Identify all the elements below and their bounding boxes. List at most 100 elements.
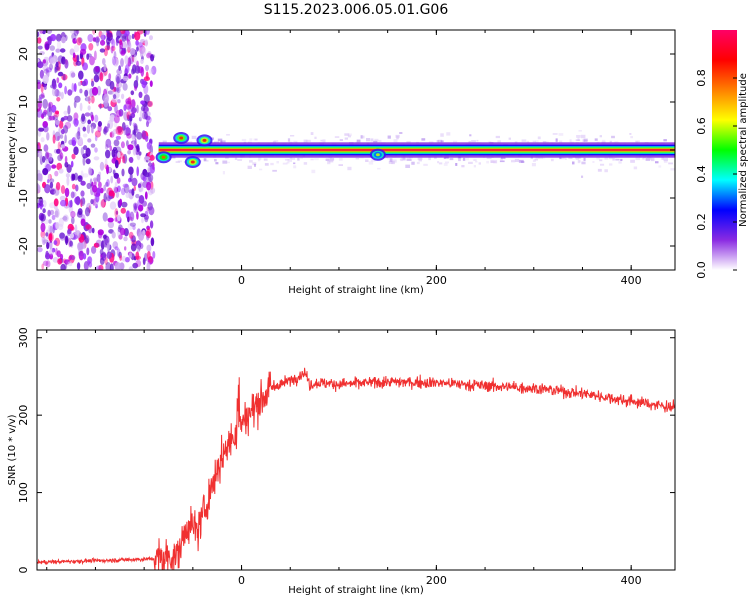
ridge-speckle: [490, 159, 494, 163]
noise-speckle: [54, 66, 57, 74]
noise-speckle: [67, 89, 73, 96]
ridge-speckle: [663, 139, 667, 142]
noise-speckle: [126, 140, 129, 147]
ridge-speckle: [221, 140, 226, 143]
colorbar-bar: [712, 30, 737, 270]
noise-speckle: [85, 224, 92, 230]
ridge-speckle: [347, 135, 351, 138]
noise-speckle: [108, 73, 112, 81]
noise-speckle: [48, 232, 54, 243]
ridge-speckle: [344, 137, 348, 140]
noise-speckle: [43, 144, 49, 152]
noise-speckle: [122, 41, 127, 50]
ridge-speckle: [575, 156, 580, 159]
noise-speckle: [102, 58, 106, 65]
ridge-speckle: [249, 138, 253, 141]
noise-speckle: [52, 257, 59, 263]
noise-speckle: [57, 258, 63, 265]
ridge-speckle: [663, 159, 668, 163]
noise-speckle: [141, 200, 147, 207]
noise-speckle: [81, 241, 87, 249]
noise-speckle: [85, 235, 90, 244]
ridge-speckle: [215, 162, 219, 165]
noise-speckle: [127, 150, 131, 155]
noise-speckle: [121, 168, 125, 177]
ridge-speckle: [355, 157, 360, 160]
ridge-speckle: [599, 159, 603, 162]
noise-speckle: [63, 115, 69, 121]
noise-speckle: [119, 227, 126, 236]
noise-speckle: [73, 112, 79, 121]
noise-speckle: [114, 160, 119, 169]
noise-speckle: [53, 240, 58, 246]
ridge-speckle: [642, 157, 645, 160]
noise-speckle: [42, 155, 46, 163]
ridge-speckle: [247, 165, 252, 169]
noise-speckle: [53, 198, 59, 207]
noise-speckle: [37, 169, 41, 176]
ridge-speckle: [285, 158, 290, 161]
noise-speckle: [144, 252, 148, 262]
noise-speckle: [114, 262, 121, 270]
noise-speckle: [55, 110, 59, 115]
snr-background: [37, 330, 675, 570]
noise-speckle: [114, 246, 119, 251]
noise-speckle: [152, 251, 156, 259]
ridge-speckle: [551, 158, 554, 162]
ridge-speckle: [602, 139, 606, 142]
noise-speckle: [65, 173, 70, 178]
ridge-speckle: [254, 138, 258, 141]
noise-speckle: [125, 124, 129, 131]
ridge-speckle: [555, 138, 558, 142]
ridge-speckle: [361, 135, 365, 139]
colorbar-tick-label: 0.4: [695, 165, 708, 183]
noise-speckle: [91, 114, 94, 122]
ridge-speckle: [303, 162, 308, 165]
ridge-speckle: [338, 164, 343, 166]
noise-speckle: [38, 97, 43, 103]
ridge-speckle: [583, 138, 588, 142]
noise-speckle: [73, 100, 77, 109]
ridge-speckle: [365, 159, 369, 162]
ridge-speckle: [596, 157, 600, 160]
noise-speckle: [149, 220, 154, 229]
noise-speckle: [38, 150, 43, 159]
noise-speckle: [63, 110, 68, 116]
noise-speckle: [131, 177, 138, 187]
noise-speckle: [64, 85, 67, 95]
noise-speckle: [83, 145, 88, 151]
noise-speckle: [107, 106, 113, 112]
ridge-speckle: [526, 140, 530, 143]
ridge-speckle: [537, 136, 541, 140]
noise-speckle: [69, 255, 72, 261]
ridge-speckle: [286, 161, 290, 164]
noise-speckle: [59, 232, 65, 239]
noise-speckle: [78, 81, 82, 87]
noise-speckle: [106, 164, 109, 175]
spectrogram-heatmap: [37, 30, 675, 270]
noise-speckle: [58, 120, 64, 129]
ridge-speckle: [449, 157, 454, 161]
noise-speckle: [64, 59, 69, 69]
ridge-speckle: [440, 133, 444, 137]
ridge-speckle: [592, 161, 595, 163]
noise-speckle: [96, 173, 101, 183]
noise-speckle: [111, 231, 116, 239]
noise-speckle: [124, 55, 129, 65]
ridge-speckle: [583, 157, 586, 161]
noise-speckle: [115, 210, 119, 215]
noise-speckle: [117, 99, 121, 104]
ridge-speckle: [569, 139, 572, 143]
noise-speckle: [62, 214, 69, 223]
noise-speckle: [77, 175, 83, 182]
snr-series-line: [37, 367, 676, 571]
noise-speckle: [75, 196, 81, 206]
ridge-speckle: [334, 136, 340, 138]
noise-speckle: [82, 173, 89, 178]
noise-speckle: [91, 80, 95, 87]
noise-speckle: [131, 98, 136, 109]
noise-speckle: [68, 200, 73, 208]
ridge-speckle: [620, 158, 623, 161]
ridge-speckle: [290, 135, 295, 137]
noise-speckle: [145, 30, 150, 35]
